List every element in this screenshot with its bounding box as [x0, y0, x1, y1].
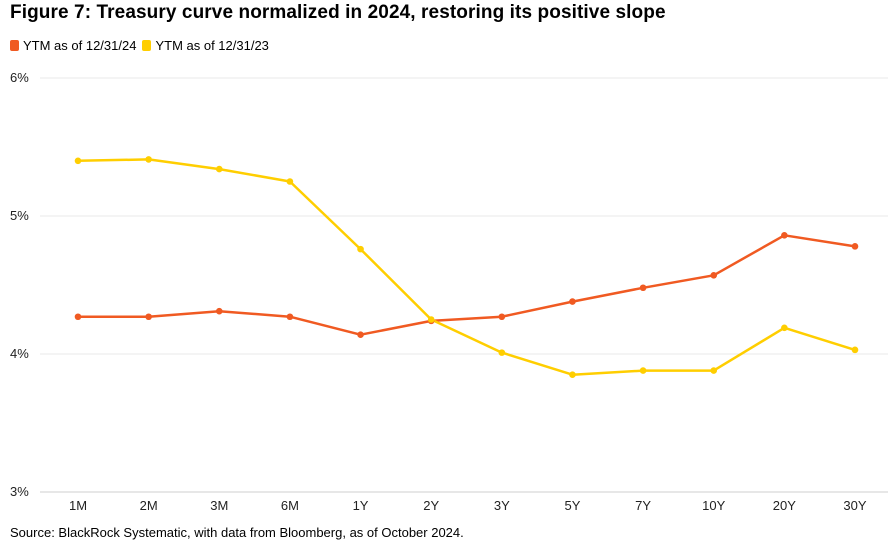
- legend-item-2024: YTM as of 12/31/24: [10, 38, 136, 53]
- data-point: [74, 157, 82, 165]
- series-lines: [74, 156, 859, 379]
- x-tick-label: 2M: [140, 498, 158, 513]
- data-point: [639, 284, 647, 292]
- y-tick-label: 6%: [10, 70, 29, 85]
- x-tick-label: 3Y: [494, 498, 510, 513]
- x-tick-label: 5Y: [565, 498, 581, 513]
- data-point: [569, 371, 576, 379]
- data-point: [145, 313, 152, 321]
- y-axis-ticks: 3% 4% 5% 6%: [10, 70, 29, 499]
- data-point: [357, 245, 364, 253]
- data-point: [851, 243, 859, 250]
- data-point: [781, 232, 788, 239]
- y-tick-label: 3%: [10, 484, 29, 499]
- chart-title: Figure 7: Treasury curve normalized in 2…: [10, 2, 666, 23]
- data-point: [639, 367, 647, 374]
- source-note: Source: BlackRock Systematic, with data …: [10, 525, 464, 540]
- x-tick-label: 20Y: [773, 498, 796, 513]
- x-tick-label: 2Y: [423, 498, 439, 513]
- x-tick-label: 3M: [210, 498, 228, 513]
- legend: YTM as of 12/31/24 YTM as of 12/31/23: [10, 38, 275, 53]
- data-point: [710, 367, 718, 374]
- series-line-0: [78, 234, 856, 336]
- legend-swatch-2024: [10, 40, 19, 51]
- data-point: [286, 178, 294, 185]
- x-tick-label: 7Y: [635, 498, 651, 513]
- data-point: [286, 313, 294, 321]
- legend-label-2024: YTM as of 12/31/24: [23, 38, 137, 53]
- data-point: [498, 313, 506, 321]
- data-point: [215, 165, 223, 173]
- data-point: [215, 307, 223, 315]
- x-tick-label: 6M: [281, 498, 299, 513]
- data-point: [498, 349, 506, 356]
- legend-label-2023: YTM as of 12/31/23: [155, 38, 269, 53]
- x-axis-ticks: 1M 2M 3M 6M 1Y 2Y 3Y 5Y 7Y 10Y 20Y 30Y: [69, 498, 867, 513]
- series-line-1: [77, 158, 856, 376]
- legend-item-2023: YTM as of 12/31/23: [142, 38, 269, 53]
- legend-swatch-2023: [142, 40, 152, 51]
- grid-lines: [40, 77, 888, 493]
- y-tick-label: 5%: [10, 208, 29, 223]
- data-point: [145, 156, 152, 163]
- data-point: [357, 331, 364, 338]
- line-chart: 3% 4% 5% 6% 1M 2M 3M 6M 1Y 2Y 3Y 5Y 7Y 10Y 20Y 30Y: [10, 70, 888, 513]
- data-point: [851, 346, 859, 354]
- x-tick-label: 30Y: [843, 498, 866, 513]
- x-tick-label: 1Y: [353, 498, 369, 513]
- x-tick-label: 1M: [69, 498, 87, 513]
- data-point: [569, 298, 576, 305]
- x-tick-label: 10Y: [702, 498, 725, 513]
- y-tick-label: 4%: [10, 346, 29, 361]
- data-point: [427, 316, 435, 323]
- data-point: [74, 313, 82, 321]
- data-point: [781, 324, 788, 332]
- data-point: [710, 272, 718, 279]
